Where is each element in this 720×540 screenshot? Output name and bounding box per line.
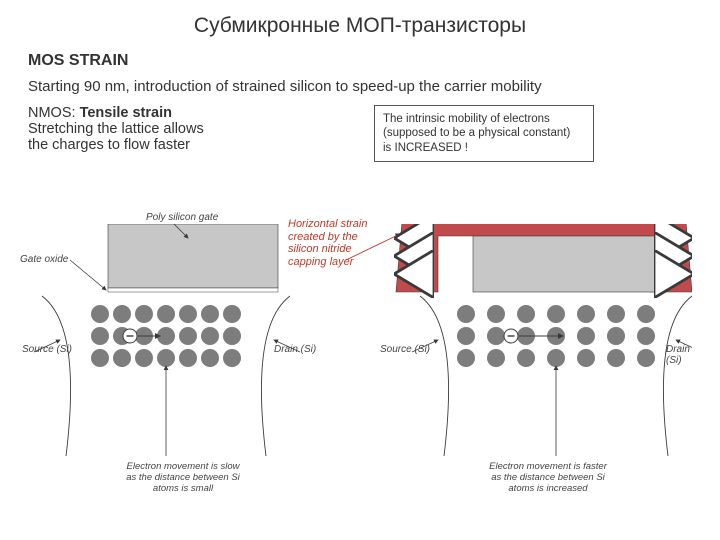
cl2: as the distance between Si — [126, 472, 240, 483]
box-line2: (supposed to be a physical constant) — [383, 127, 570, 139]
hs-l4: capping layer — [288, 256, 353, 268]
diagram-area: Poly silicon gate Gate oxide Source (Si)… — [28, 224, 692, 524]
caption-right: Electron movement is faster as the dista… — [468, 462, 628, 495]
gate-oxide-label-left: Gate oxide — [20, 254, 68, 265]
section-subtitle: MOS STRAIN — [0, 38, 720, 70]
nmos-line3: the charges to flow faster — [28, 137, 190, 153]
cr2: as the distance between Si — [491, 472, 605, 483]
nmos-bold: Tensile strain — [80, 105, 172, 121]
nmos-description: NMOS: Tensile strain Stretching the latt… — [28, 105, 328, 162]
top-columns: NMOS: Tensile strain Stretching the latt… — [0, 95, 720, 162]
drain-label-right: Drain (Si) — [666, 344, 692, 366]
nmos-line2: Stretching the lattice allows — [28, 121, 204, 137]
gate-oxide-text: Gate oxide — [20, 254, 68, 265]
hs-l3: silicon nitride — [288, 243, 352, 255]
source-text-right: Source (Si) — [380, 344, 430, 355]
drain-text-left: Drain (Si) — [274, 344, 316, 355]
hs-l1: Horizontal strain — [288, 218, 367, 230]
cr1: Electron movement is faster — [489, 461, 607, 472]
source-label-right: Source (Si) — [380, 344, 430, 355]
source-label-left: Source (Si) — [22, 344, 72, 355]
caption-left: Electron movement is slow as the distanc… — [108, 462, 258, 495]
horizontal-strain-label: Horizontal strain created by the silicon… — [288, 218, 367, 269]
cl1: Electron movement is slow — [127, 461, 240, 472]
hs-l2: created by the — [288, 231, 358, 243]
nmos-prefix: NMOS: — [28, 105, 80, 121]
drain-label-left: Drain (Si) — [274, 344, 316, 355]
mobility-box: The intrinsic mobility of electrons (sup… — [374, 105, 594, 162]
box-line3: is INCREASED ! — [383, 142, 468, 154]
cl3: atoms is small — [153, 483, 213, 494]
box-line1: The intrinsic mobility of electrons — [383, 113, 550, 125]
page-title: Субмикронные МОП-транзисторы — [0, 0, 720, 38]
polygate-label-left: Poly silicon gate — [146, 212, 218, 223]
cr3: atoms is increased — [508, 483, 587, 494]
drain-text-right: Drain (Si) — [666, 344, 690, 366]
source-text-left: Source (Si) — [22, 344, 72, 355]
intro-text: Starting 90 nm, introduction of strained… — [0, 70, 720, 95]
